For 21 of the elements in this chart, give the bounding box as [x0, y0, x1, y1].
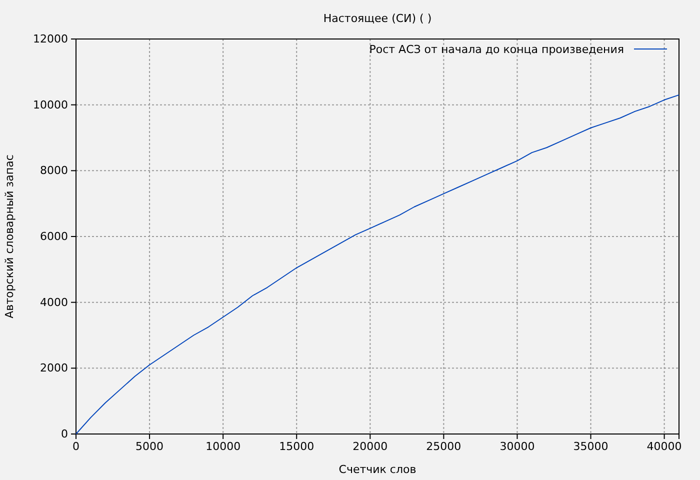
x-tick-label: 10000 — [206, 440, 241, 453]
y-axis-title: Авторский словарный запас — [3, 154, 16, 318]
y-tick-label: 12000 — [33, 32, 68, 46]
x-tick-label: 25000 — [426, 440, 462, 453]
legend-label: Рост АСЗ от начала до конца произведения — [369, 43, 624, 56]
x-tick-label: 15000 — [279, 440, 314, 453]
y-tick-label: 8000 — [40, 164, 68, 178]
x-tick-label: 30000 — [500, 440, 535, 453]
line-series — [76, 94, 680, 434]
y-tick-label: 6000 — [40, 230, 68, 244]
y-tick-label: 0 — [61, 428, 68, 441]
x-tick-label: 40000 — [646, 440, 682, 453]
x-tick-label: 5000 — [136, 440, 164, 453]
x-axis-title: Счетчик слов — [338, 463, 416, 476]
x-tick-label: 0 — [72, 440, 80, 453]
y-tick-label: 10000 — [33, 98, 68, 112]
chart-title: Настоящее (СИ) ( ) — [323, 12, 432, 25]
x-tick-label: 35000 — [573, 440, 608, 453]
y-tick-label: 4000 — [40, 296, 68, 309]
y-tick-label: 2000 — [40, 362, 68, 375]
x-tick-label: 20000 — [352, 440, 388, 453]
